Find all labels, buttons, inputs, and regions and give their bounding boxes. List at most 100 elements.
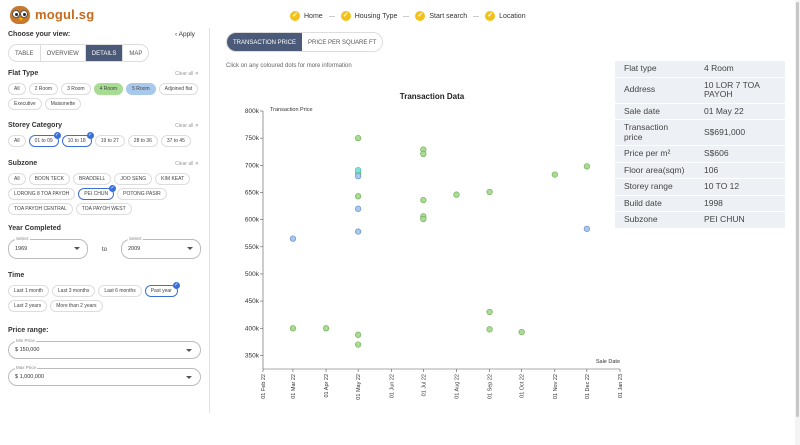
tab-transaction-price[interactable]: TRANSACTION PRICE <box>227 33 303 51</box>
data-point[interactable] <box>583 163 590 170</box>
filter-chip[interactable]: Adjoined flat <box>158 83 199 95</box>
data-point[interactable] <box>486 308 493 316</box>
filter-chip[interactable]: Last 2 years <box>8 300 48 312</box>
filter-chip[interactable]: Last 6 months <box>98 285 142 297</box>
data-point[interactable] <box>453 191 460 198</box>
data-point[interactable] <box>355 228 362 235</box>
data-point[interactable] <box>289 325 297 332</box>
filter-chip[interactable]: LORONG 8 TOA PAYOH <box>8 188 76 200</box>
data-point[interactable] <box>420 196 427 204</box>
filter-chip[interactable]: 5 Room <box>126 83 156 95</box>
detail-key: Sale date <box>615 102 695 120</box>
filter-chip[interactable]: All <box>8 83 26 95</box>
data-point[interactable] <box>551 171 558 178</box>
filter-chip[interactable]: TOA PAYOH WEST <box>75 203 132 215</box>
tab-map[interactable]: MAP <box>129 51 143 57</box>
data-point[interactable] <box>420 215 427 223</box>
data-point[interactable] <box>583 225 590 232</box>
tab-table[interactable]: TABLE <box>9 45 41 61</box>
filter-chip[interactable]: 2 Room <box>28 83 59 95</box>
filter-chip[interactable]: BOON TECK <box>28 173 70 185</box>
x-tick-label: 01 Mar 22 <box>291 374 297 399</box>
data-point[interactable] <box>322 325 330 332</box>
tab-details[interactable]: DETAILS <box>85 45 124 61</box>
filter-chip[interactable]: 01 to 09 <box>28 132 61 147</box>
data-points <box>289 135 590 348</box>
apply-button[interactable]: ‹ Apply <box>175 31 195 38</box>
filter-chip[interactable]: 4 Room <box>93 83 124 95</box>
select-label: Max Price <box>15 365 38 370</box>
step-start-search[interactable]: ✓ Start search <box>415 11 467 21</box>
filter-chip[interactable]: Last 3 months <box>51 285 96 297</box>
tab-price-per-sqft[interactable]: PRICE PER SQUARE FT <box>308 40 377 46</box>
caret-down-icon <box>187 247 193 250</box>
min-price-select[interactable]: Min Price $ 150,000 <box>8 338 201 359</box>
filter-chip[interactable]: KIM KEAT <box>155 173 191 185</box>
filter-chip[interactable]: 37 to 45 <box>160 135 191 147</box>
y-tick-label: 650k <box>245 189 260 196</box>
check-icon: ✓ <box>415 11 426 21</box>
detail-row: Address 10 LOR 7 TOA PAYOH <box>615 76 785 104</box>
clear-all-button[interactable]: Clear all ✕ <box>175 161 199 167</box>
data-point[interactable] <box>355 173 362 180</box>
x-axis-label: Sale Date <box>596 359 620 365</box>
data-point[interactable] <box>355 193 362 200</box>
chart-mode-tabs: TRANSACTION PRICE PRICE PER SQUARE FT <box>226 32 384 52</box>
data-point[interactable] <box>355 341 362 348</box>
y-tick-label: 600k <box>245 217 260 224</box>
filter-chip[interactable]: All <box>8 173 26 185</box>
data-point[interactable] <box>289 235 297 242</box>
tab-overview[interactable]: OVERVIEW <box>41 45 86 61</box>
step-housing-type[interactable]: ✓ Housing Type <box>340 11 397 21</box>
data-point[interactable] <box>486 326 493 333</box>
filter-chip[interactable]: 3 Room <box>61 83 91 95</box>
year-from-select[interactable]: Select 1969 <box>8 236 88 259</box>
filter-chip[interactable]: TOA PAYOH CENTRAL <box>8 203 73 215</box>
subzone-section: Subzone Clear all ✕ All BOON TECK BRADDELL… <box>8 160 203 215</box>
filter-chip[interactable]: Maisonette <box>44 98 82 110</box>
filter-chip[interactable]: PEI CHUN <box>78 185 117 200</box>
filter-chip[interactable]: All <box>8 135 26 147</box>
clear-label: Clear all <box>175 123 194 129</box>
filter-chip[interactable]: POTONG PASIR <box>117 188 167 200</box>
detail-row: Floor area(sqm) 106 <box>615 161 785 179</box>
scrollbar[interactable] <box>795 0 800 445</box>
max-price-select[interactable]: Max Price $ 1,000,000 <box>8 365 201 386</box>
filter-chip[interactable]: 19 to 27 <box>94 135 125 147</box>
data-point[interactable] <box>355 331 362 338</box>
data-point[interactable] <box>420 150 427 158</box>
x-tick-label: 01 Oct 22 <box>520 374 526 398</box>
select-value: $ 150,000 <box>15 347 40 353</box>
data-point[interactable] <box>355 135 362 142</box>
x-tick-label: 01 Jan 23 <box>618 374 624 398</box>
clear-all-button[interactable]: Clear all ✕ <box>175 71 199 77</box>
apply-label: Apply <box>178 31 195 38</box>
y-tick-label: 400k <box>245 325 260 332</box>
select-label: Select <box>15 236 30 241</box>
clear-all-button[interactable]: Clear all ✕ <box>175 123 199 129</box>
filter-chip[interactable]: Last 1 month <box>8 285 49 297</box>
data-point[interactable] <box>518 328 525 336</box>
check-icon: ✓ <box>485 11 496 21</box>
filter-chip[interactable]: Past year <box>144 282 180 297</box>
filter-chip[interactable]: BRADDELL <box>72 173 112 185</box>
x-tick-label: 01 Dec 22 <box>585 374 591 399</box>
flat-type-chips: All 2 Room 3 Room 4 Room 5 Room Adjoined flat… <box>8 83 203 110</box>
filter-chip[interactable]: More than 2 years <box>50 300 103 312</box>
data-point[interactable] <box>355 205 362 212</box>
filter-chip[interactable]: JOO SENG <box>114 173 153 185</box>
year-to-select[interactable]: Select 2009 <box>121 236 201 259</box>
detail-value: PEI CHUN <box>695 211 785 228</box>
logo[interactable]: mogul.sg <box>8 3 94 25</box>
scrollbar-thumb[interactable] <box>796 2 799 417</box>
detail-key: Flat type <box>615 60 695 78</box>
filter-chip[interactable]: 28 to 36 <box>127 135 158 147</box>
data-point[interactable] <box>355 167 362 174</box>
check-icon: ✓ <box>340 11 351 21</box>
step-home[interactable]: ✓ Home <box>290 11 323 21</box>
filter-chip[interactable]: Executive <box>8 98 42 110</box>
filter-chip[interactable]: 10 to 18 <box>61 132 94 147</box>
data-point[interactable] <box>486 188 493 196</box>
step-location[interactable]: ✓ Location <box>485 11 526 21</box>
